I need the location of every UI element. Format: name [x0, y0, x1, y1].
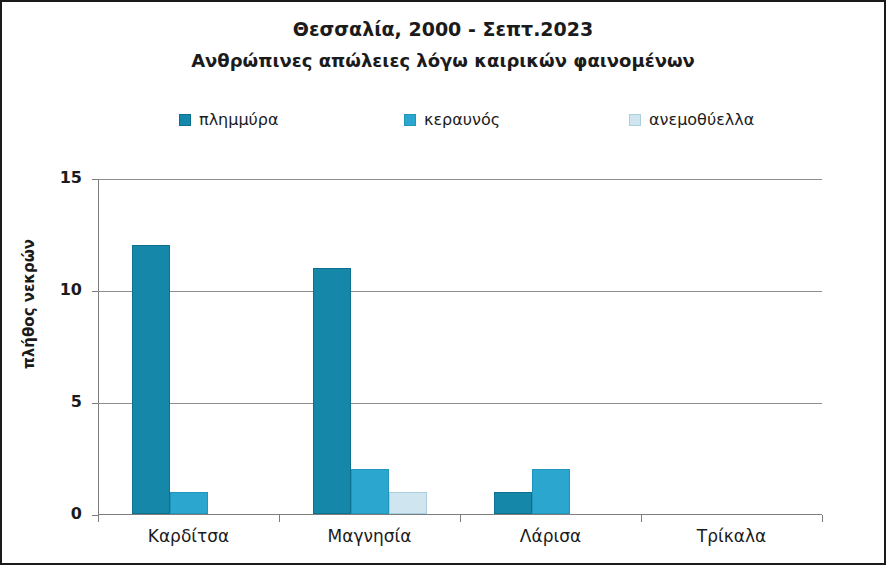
y-tick-label-5: 5	[2, 392, 82, 411]
bar-flood-Καρδίτσα	[132, 245, 170, 514]
y-tick-label-10: 10	[2, 280, 82, 299]
y-axis-title: πλήθος νεκρών	[18, 214, 40, 394]
gridline-y-10	[98, 291, 822, 292]
legend-swatch-flood	[179, 114, 191, 126]
bar-lightning-Μαγνησία	[351, 469, 389, 514]
legend-label-windstorm: ανεμοθύελλα	[649, 109, 754, 131]
y-tick-mark-15	[92, 179, 98, 180]
y-tick-label-15: 15	[2, 168, 82, 187]
plot-area	[98, 179, 822, 515]
x-tick-mark-4	[822, 515, 823, 522]
bar-lightning-Καρδίτσα	[170, 492, 208, 514]
bar-flood-Λάρισα	[494, 492, 532, 514]
x-tick-mark-1	[279, 515, 280, 522]
x-tick-mark-2	[460, 515, 461, 522]
y-tick-mark-5	[92, 403, 98, 404]
gridline-y-15	[98, 179, 822, 180]
chart-subtitle: Ανθρώπινες απώλειες λόγω καιρικών φαινομ…	[2, 50, 884, 71]
legend-swatch-lightning	[404, 114, 416, 126]
bar-windstorm-Μαγνησία	[389, 492, 427, 514]
legend-label-lightning: κεραυνός	[424, 109, 500, 131]
x-tick-mark-3	[641, 515, 642, 522]
x-tick-label-Τρίκαλα: Τρίκαλα	[641, 526, 822, 546]
bar-lightning-Λάρισα	[532, 469, 570, 514]
legend-swatch-windstorm	[629, 114, 641, 126]
y-tick-mark-10	[92, 291, 98, 292]
x-tick-label-Καρδίτσα: Καρδίτσα	[98, 526, 279, 546]
x-tick-label-Μαγνησία: Μαγνησία	[279, 526, 460, 546]
chart: Θεσσαλία, 2000 - Σεπτ.2023 Ανθρώπινες απ…	[0, 0, 886, 565]
bar-flood-Μαγνησία	[313, 268, 351, 514]
legend-label-flood: πλημμύρα	[199, 109, 279, 131]
y-axis-line	[98, 179, 99, 515]
x-tick-label-Λάρισα: Λάρισα	[460, 526, 641, 546]
y-tick-label-0: 0	[2, 504, 82, 523]
x-axis-line	[98, 514, 822, 515]
chart-title: Θεσσαλία, 2000 - Σεπτ.2023	[2, 18, 884, 40]
x-tick-mark-0	[98, 515, 99, 522]
gridline-y-5	[98, 403, 822, 404]
